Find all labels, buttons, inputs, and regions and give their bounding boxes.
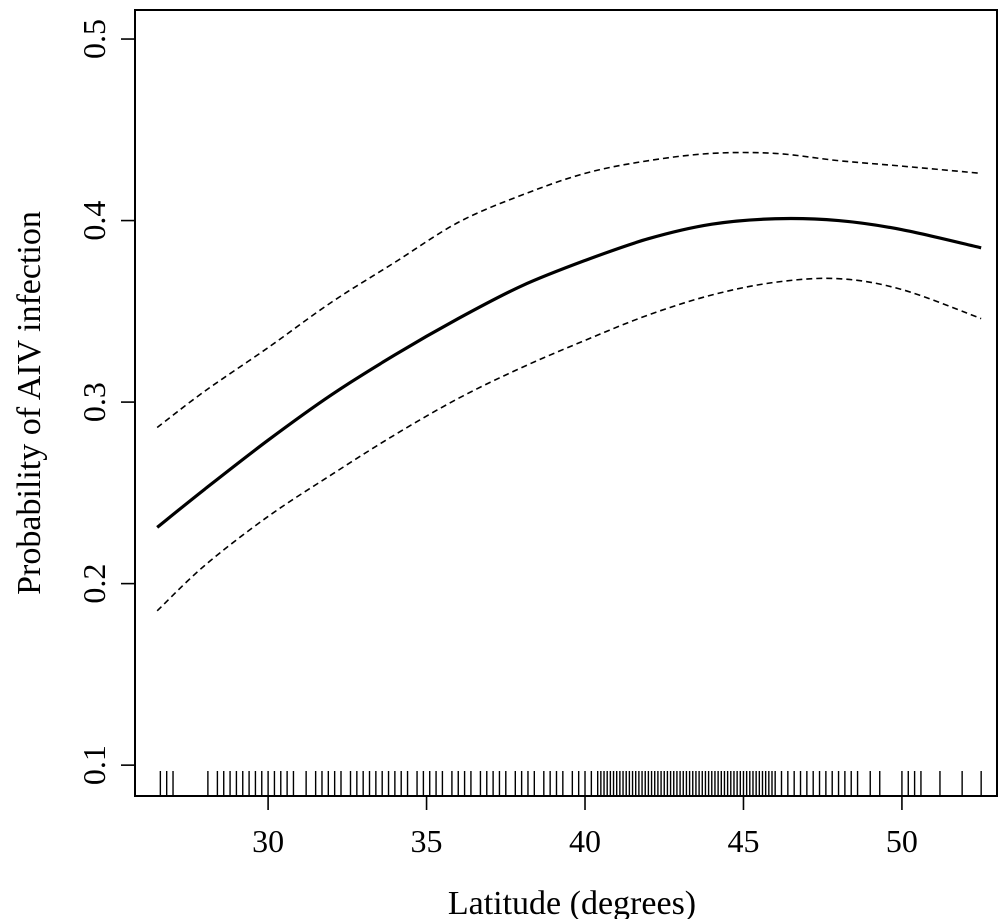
x-tick-label: 45 bbox=[727, 823, 759, 859]
x-tick-label: 40 bbox=[569, 823, 601, 859]
x-tick-label: 50 bbox=[886, 823, 918, 859]
y-axis-title: Probability of AIV infection bbox=[11, 211, 48, 595]
x-axis-title: Latitude (degrees) bbox=[448, 885, 696, 919]
rug-layer bbox=[159, 771, 982, 796]
x-axis: 30 35 40 45 50 bbox=[252, 796, 918, 859]
plot-frame bbox=[134, 9, 998, 797]
y-tick-label: 0.5 bbox=[76, 19, 112, 59]
x-tick-label: 30 bbox=[252, 823, 284, 859]
y-tick-label: 0.2 bbox=[76, 564, 112, 604]
y-tick-label: 0.4 bbox=[76, 201, 112, 241]
y-axis: 0.1 0.2 0.3 0.4 0.5 bbox=[76, 19, 135, 785]
series-fit-line bbox=[156, 216, 982, 529]
y-tick-label: 0.3 bbox=[76, 382, 112, 422]
series-layer bbox=[156, 151, 982, 612]
x-tick-label: 35 bbox=[411, 823, 443, 859]
series-lower-ci-line bbox=[156, 277, 982, 612]
y-tick-label: 0.1 bbox=[76, 745, 112, 785]
series-upper-ci-line bbox=[156, 151, 982, 429]
